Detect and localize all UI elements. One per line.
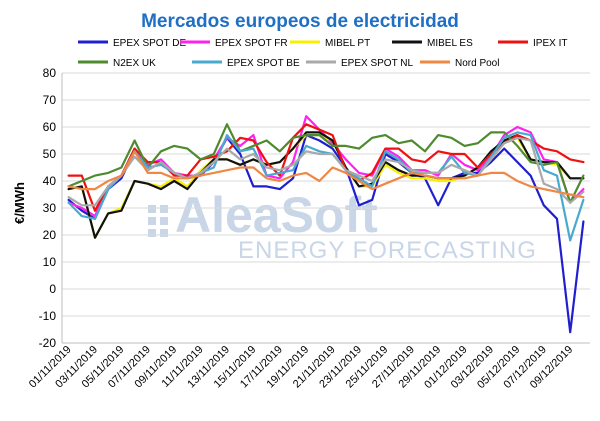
watermark-logo-icon xyxy=(148,205,168,237)
watermark-brand: AleaSoft xyxy=(175,187,378,243)
series-lines xyxy=(67,115,585,334)
grid xyxy=(62,72,590,344)
legend-label: N2EX UK xyxy=(113,58,156,69)
legend-label: EPEX SPOT NL xyxy=(341,58,414,69)
y-tick-label: 10 xyxy=(43,255,57,269)
legend-label: MIBEL PT xyxy=(325,38,370,49)
y-tick-label: 40 xyxy=(43,174,57,188)
legend-item: EPEX SPOT FR xyxy=(180,38,288,49)
y-tick-label: 50 xyxy=(43,147,57,161)
y-tick-label: 20 xyxy=(43,228,57,242)
y-axis-label: €/MWh xyxy=(12,182,27,224)
y-tick-label: 0 xyxy=(49,282,56,296)
legend-item: EPEX SPOT DE xyxy=(78,38,187,49)
series-line-nord-pool xyxy=(67,150,585,199)
watermark-tagline: ENERGY FORECASTING xyxy=(238,237,537,264)
chart-title: Mercados europeos de electricidad xyxy=(141,11,459,32)
legend: EPEX SPOT DE EPEX SPOT FR MIBEL PT MIBEL ES… xyxy=(78,38,567,69)
y-tick-label: -20 xyxy=(39,336,57,350)
legend-label: Nord Pool xyxy=(455,58,499,69)
legend-label: EPEX SPOT FR xyxy=(215,38,288,49)
legend-label: IPEX IT xyxy=(533,38,567,49)
series-line-epex-spot-nl xyxy=(67,136,585,207)
series-line-n2ex-uk xyxy=(67,123,585,204)
legend-item: EPEX SPOT BE xyxy=(192,58,300,69)
y-tick-label: 30 xyxy=(43,201,57,215)
y-tick-label: 60 xyxy=(43,120,57,134)
legend-item: EPEX SPOT NL xyxy=(306,58,414,69)
y-tick-label: 80 xyxy=(43,66,57,80)
legend-item: Nord Pool xyxy=(420,58,499,69)
y-tick-label: 70 xyxy=(43,93,57,107)
y-tick-label: -10 xyxy=(39,309,57,323)
legend-label: MIBEL ES xyxy=(427,38,473,49)
legend-item: MIBEL ES xyxy=(392,38,473,49)
legend-item: MIBEL PT xyxy=(290,38,370,49)
legend-item: N2EX UK xyxy=(78,58,156,69)
legend-item: IPEX IT xyxy=(498,38,567,49)
legend-label: EPEX SPOT DE xyxy=(113,38,187,49)
legend-label: EPEX SPOT BE xyxy=(227,58,300,69)
